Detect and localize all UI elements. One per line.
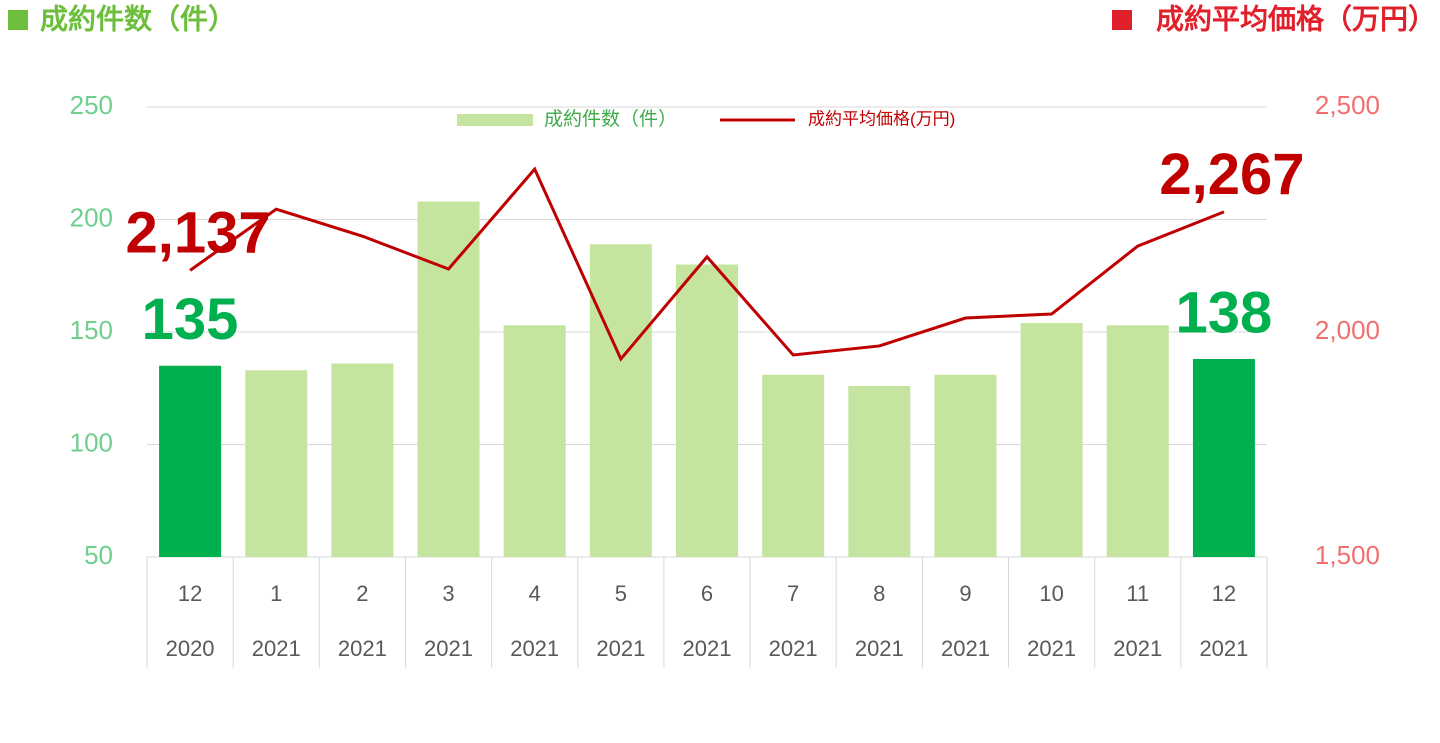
x-tick-label: 5	[615, 581, 627, 606]
y2-axis-title: 成約平均価格（万円）	[1156, 2, 1436, 34]
x-tick-label: 2	[356, 581, 368, 606]
header-square	[8, 10, 28, 30]
bar	[417, 201, 480, 557]
legend-label: 成約平均価格(万円)	[808, 109, 955, 128]
x-tick-label: 12	[178, 581, 202, 606]
x-tick-label: 2021	[338, 636, 387, 661]
y2-tick-label: 2,000	[1315, 315, 1380, 345]
x-tick-label: 2021	[1199, 636, 1248, 661]
x-tick-label: 12	[1212, 581, 1236, 606]
bar-value-label: 135	[142, 287, 239, 352]
x-tick-label: 10	[1039, 581, 1063, 606]
x-tick-label: 2021	[941, 636, 990, 661]
bar	[331, 363, 394, 557]
y-tick-label: 100	[70, 427, 113, 457]
y-axis-title: 成約件数（件）	[40, 2, 236, 34]
x-tick-label: 3	[442, 581, 454, 606]
x-tick-label: 2021	[424, 636, 473, 661]
x-tick-label: 2021	[769, 636, 818, 661]
x-tick-label: 8	[873, 581, 885, 606]
bar	[503, 325, 566, 557]
bar	[1020, 323, 1083, 557]
bar-value-label: 138	[1176, 280, 1273, 345]
line	[189, 166, 1225, 362]
x-tick-label: 4	[529, 581, 541, 606]
line-value-label: 2,267	[1159, 142, 1304, 207]
x-tick-label: 2021	[510, 636, 559, 661]
y-tick-label: 200	[70, 202, 113, 232]
x-tick-label: 2021	[596, 636, 645, 661]
y-tick-label: 50	[84, 540, 113, 570]
x-tick-label: 2021	[1027, 636, 1076, 661]
x-tick-label: 9	[959, 581, 971, 606]
bar	[159, 365, 222, 557]
x-tick-label: 2021	[252, 636, 301, 661]
x-tick-label: 2021	[855, 636, 904, 661]
y2-tick-label: 1,500	[1315, 540, 1380, 570]
x-tick-label: 1	[270, 581, 282, 606]
legend-label: 成約件数（件）	[544, 108, 677, 130]
bar	[1106, 325, 1169, 557]
bar	[1192, 359, 1255, 557]
y-tick-label: 150	[70, 315, 113, 345]
bar	[245, 370, 308, 557]
x-tick-label: 11	[1126, 581, 1149, 606]
bar	[589, 244, 652, 557]
header-square	[1112, 10, 1132, 30]
bar	[762, 374, 825, 557]
x-tick-label: 2021	[1113, 636, 1162, 661]
x-tick-label: 2021	[683, 636, 732, 661]
x-tick-label: 7	[787, 581, 799, 606]
bar	[848, 386, 911, 557]
bar	[934, 374, 997, 557]
y2-tick-label: 2,500	[1315, 90, 1380, 120]
line-value-label: 2,137	[125, 201, 270, 266]
x-tick-label: 6	[701, 581, 713, 606]
x-tick-label: 2020	[166, 636, 215, 661]
legend-swatch	[457, 114, 533, 126]
bar	[676, 264, 738, 557]
y-tick-label: 250	[70, 90, 113, 120]
